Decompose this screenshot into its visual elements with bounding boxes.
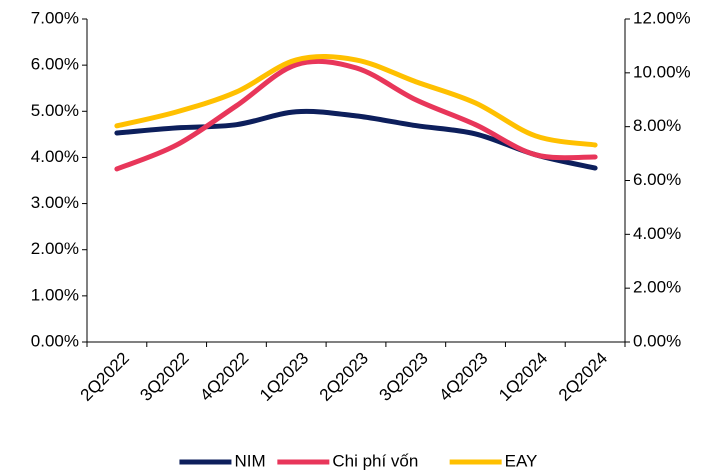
y2-tick-label: 2.00% [633,278,681,297]
y2-tick-label: 12.00% [633,8,691,27]
y-tick-label: 6.00% [31,55,79,74]
y2-tick-label: 0.00% [633,331,681,350]
legend-label: Chi phí vốn [332,451,418,470]
series-line [114,54,598,148]
y-tick-label: 3.00% [31,193,79,212]
series-line [114,58,598,172]
x-tick-label: 4Q2023 [435,349,491,405]
x-tick-label: 2Q2024 [555,349,611,405]
x-tick-label: 4Q2022 [196,349,252,405]
y-tick-label: 1.00% [31,285,79,304]
x-tick-label: 2Q2023 [316,349,372,405]
y2-tick-label: 6.00% [633,170,681,189]
y-tick-label: 7.00% [31,8,79,27]
y2-tick-label: 8.00% [633,116,681,135]
x-tick-label: 3Q2023 [376,349,432,405]
y-tick-label: 4.00% [31,147,79,166]
x-tick-label: 1Q2023 [256,349,312,405]
y-tick-label: 0.00% [31,331,79,350]
y-tick-label: 2.00% [31,239,79,258]
x-tick-label: 1Q2024 [495,349,551,405]
x-tick-label: 2Q2022 [77,349,133,405]
legend-label: EAY [505,451,538,470]
x-tick-label: 3Q2022 [136,349,192,405]
y2-tick-label: 4.00% [633,224,681,243]
legend-label: NIM [234,451,265,470]
y-tick-label: 5.00% [31,101,79,120]
y2-tick-label: 10.00% [633,62,691,81]
